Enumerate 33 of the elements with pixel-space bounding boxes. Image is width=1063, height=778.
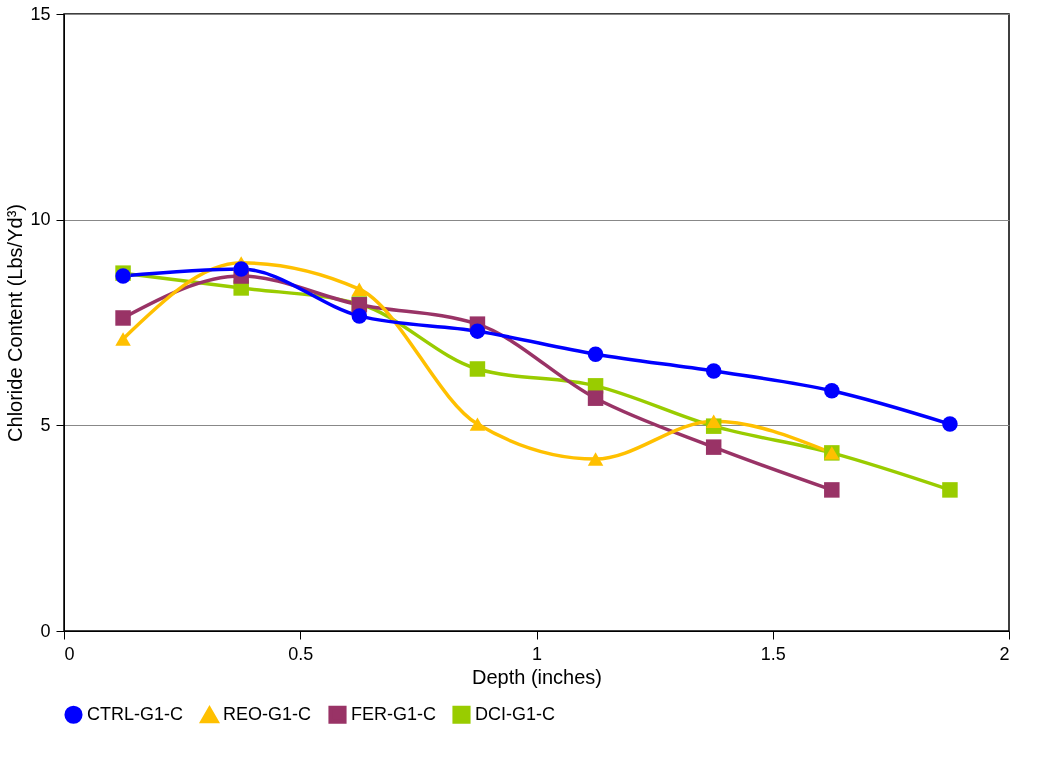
- point: [351, 282, 368, 296]
- x-tick-label: 0: [64, 643, 75, 664]
- point: [824, 383, 840, 399]
- y-tick-label: 0: [40, 620, 51, 641]
- x-tick-label: 1.5: [760, 643, 786, 664]
- point: [705, 363, 722, 379]
- point: [587, 452, 604, 466]
- point: [115, 332, 131, 346]
- x-tick-label: 0.5: [288, 643, 314, 664]
- point: [705, 414, 722, 428]
- y-axis-title: Chloride Content (Lbs/Yd³): [4, 204, 27, 442]
- point: [469, 361, 486, 377]
- legend-label: DCI-G1-C: [475, 703, 555, 724]
- point: [705, 439, 722, 455]
- legend-label: REO-G1-C: [223, 704, 312, 725]
- point: [115, 310, 131, 326]
- legend-label: FER-G1-C: [351, 703, 436, 724]
- point: [469, 417, 486, 431]
- point: [469, 323, 486, 339]
- point: [587, 346, 604, 362]
- y-tick-label: 10: [30, 209, 51, 230]
- point: [824, 482, 840, 498]
- point: [942, 416, 958, 432]
- point: [351, 308, 368, 324]
- x-tick-label: 2: [999, 643, 1010, 664]
- y-tick-label: 5: [40, 414, 51, 435]
- x-axis-title: Depth (inches): [471, 665, 603, 688]
- legend-label: CTRL-G1-C: [87, 703, 184, 724]
- x-tick-label: 1: [531, 643, 543, 664]
- point: [233, 261, 249, 277]
- y-tick-label: 15: [30, 3, 51, 24]
- point: [587, 390, 604, 406]
- point: [942, 482, 958, 498]
